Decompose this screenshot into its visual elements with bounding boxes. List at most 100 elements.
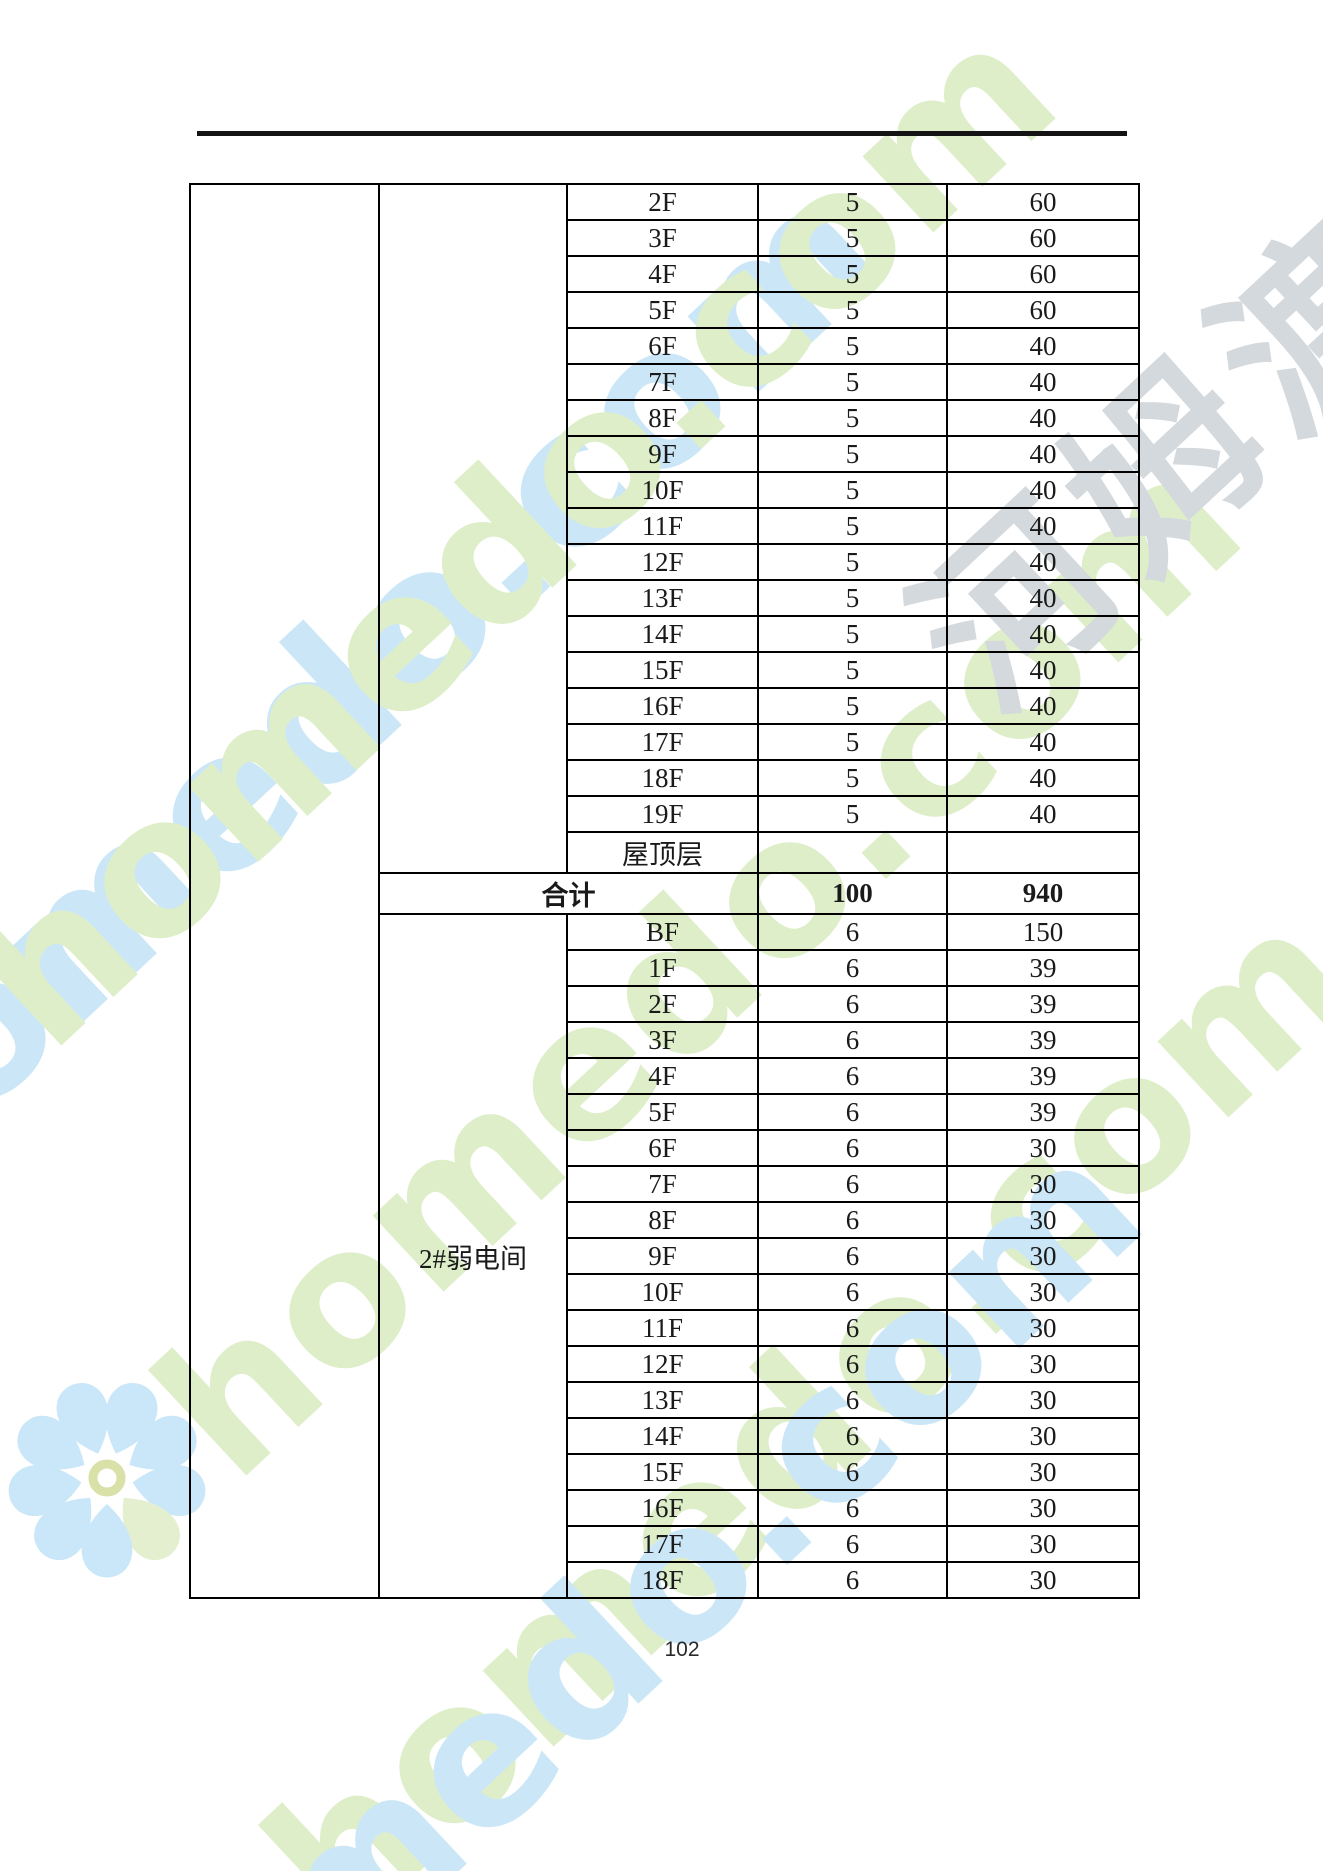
value-cell (946, 831, 1140, 874)
table-row: 14F 6 30 (190, 1417, 1140, 1455)
table-row: 6F 6 30 (190, 1129, 1140, 1167)
count-cell: 5 (757, 255, 948, 293)
table-row: 14F 5 40 (190, 615, 1140, 653)
value-cell: 40 (946, 579, 1140, 617)
floor-cell: 5F (566, 1093, 759, 1131)
count-cell: 5 (757, 579, 948, 617)
floor-cell: 13F (566, 1381, 759, 1419)
value-cell: 40 (946, 471, 1140, 509)
count-cell: 5 (757, 399, 948, 437)
count-cell: 6 (757, 913, 948, 951)
value-cell: 30 (946, 1165, 1140, 1203)
table-row: 2#弱电间 BF 6 150 (190, 913, 1140, 1599)
floor-cell: 13F (566, 579, 759, 617)
table-row: 13F 5 40 (190, 579, 1140, 617)
value-cell: 39 (946, 985, 1140, 1023)
value-cell: 39 (946, 1021, 1140, 1059)
flower-petal (81, 1504, 133, 1578)
building-cell (189, 183, 380, 1599)
value-cell: 39 (946, 1057, 1140, 1095)
value-cell: 40 (946, 327, 1140, 365)
floor-cell: 2F (566, 985, 759, 1023)
count-cell: 6 (757, 1057, 948, 1095)
count-cell: 6 (757, 1129, 948, 1167)
value-cell: 30 (946, 1381, 1140, 1419)
count-cell: 6 (757, 949, 948, 987)
table-row: 合计 100 940 (190, 872, 1140, 915)
table-row: 18F 6 30 (190, 1561, 1140, 1599)
value-cell: 40 (946, 543, 1140, 581)
table-row: 8F 6 30 (190, 1201, 1140, 1239)
count-cell: 6 (757, 1345, 948, 1383)
value-cell: 40 (946, 795, 1140, 833)
value-cell: 60 (946, 183, 1140, 221)
floor-cell: 4F (566, 255, 759, 293)
table-row: 15F 5 40 (190, 651, 1140, 689)
floor-cell: 7F (566, 363, 759, 401)
count-cell: 6 (757, 1453, 948, 1491)
table-row: 5F 5 60 (190, 291, 1140, 329)
table-row: 13F 6 30 (190, 1381, 1140, 1419)
count-cell: 6 (757, 1093, 948, 1131)
count-cell: 5 (757, 363, 948, 401)
value-cell: 39 (946, 949, 1140, 987)
table-row: 2F 6 39 (190, 985, 1140, 1023)
floor-cell: 9F (566, 1237, 759, 1275)
total-label-cell: 合计 (378, 872, 759, 915)
count-cell: 5 (757, 471, 948, 509)
count-cell: 5 (757, 435, 948, 473)
count-cell: 5 (757, 327, 948, 365)
value-cell: 30 (946, 1561, 1140, 1599)
flower-petal (34, 1497, 92, 1561)
table-row: 4F 6 39 (190, 1057, 1140, 1095)
value-cell: 40 (946, 615, 1140, 653)
value-cell: 30 (946, 1417, 1140, 1455)
count-cell: 5 (757, 183, 948, 221)
table-row: 2F 5 60 (189, 183, 1140, 1599)
count-cell: 6 (757, 1237, 948, 1275)
floor-cell: 3F (566, 219, 759, 257)
floor-cell: 14F (566, 1417, 759, 1455)
floor-cell: 屋顶层 (566, 831, 759, 874)
count-cell: 6 (757, 1273, 948, 1311)
table-row: 9F 6 30 (190, 1237, 1140, 1275)
floor-cell: 15F (566, 1453, 759, 1491)
floor-cell: 18F (566, 1561, 759, 1599)
table-row: 4F 5 60 (190, 255, 1140, 293)
value-cell: 39 (946, 1093, 1140, 1131)
value-cell: 60 (946, 291, 1140, 329)
table-row: 3F 5 60 (190, 219, 1140, 257)
table-row: 15F 6 30 (190, 1453, 1140, 1491)
floor-cell: BF (566, 913, 759, 951)
count-cell: 5 (757, 543, 948, 581)
floor-cell: 1F (566, 949, 759, 987)
floor-cell: 11F (566, 1309, 759, 1347)
value-cell: 40 (946, 399, 1140, 437)
count-cell: 6 (757, 1525, 948, 1563)
floor-cell: 14F (566, 615, 759, 653)
total-value-cell: 940 (946, 872, 1140, 915)
count-cell: 5 (757, 615, 948, 653)
floor-cell: 15F (566, 651, 759, 689)
value-cell: 30 (946, 1237, 1140, 1275)
floor-cell: 18F (566, 759, 759, 797)
floor-cell: 16F (566, 687, 759, 725)
table-row: 8F 5 40 (190, 399, 1140, 437)
floor-cell: 10F (566, 471, 759, 509)
value-cell: 30 (946, 1273, 1140, 1311)
header-rule (197, 131, 1127, 136)
count-cell: 6 (757, 1417, 948, 1455)
floor-cell: 8F (566, 399, 759, 437)
floors-table: 2F 5 60 3F 5 60 4F 5 60 5F 5 60 6F 5 40 7F 5 40 8F 5 40 9F 5 40… (189, 183, 1140, 1599)
value-cell: 40 (946, 651, 1140, 689)
table-row: 18F 5 40 (190, 759, 1140, 797)
count-cell: 5 (757, 795, 948, 833)
floor-cell: 8F (566, 1201, 759, 1239)
floor-cell: 19F (566, 795, 759, 833)
count-cell: 5 (757, 759, 948, 797)
count-cell: 6 (757, 1489, 948, 1527)
count-cell: 6 (757, 1201, 948, 1239)
table-row: 12F 6 30 (190, 1345, 1140, 1383)
table-row: 10F 5 40 (190, 471, 1140, 509)
table-row: 屋顶层 (190, 831, 1140, 874)
